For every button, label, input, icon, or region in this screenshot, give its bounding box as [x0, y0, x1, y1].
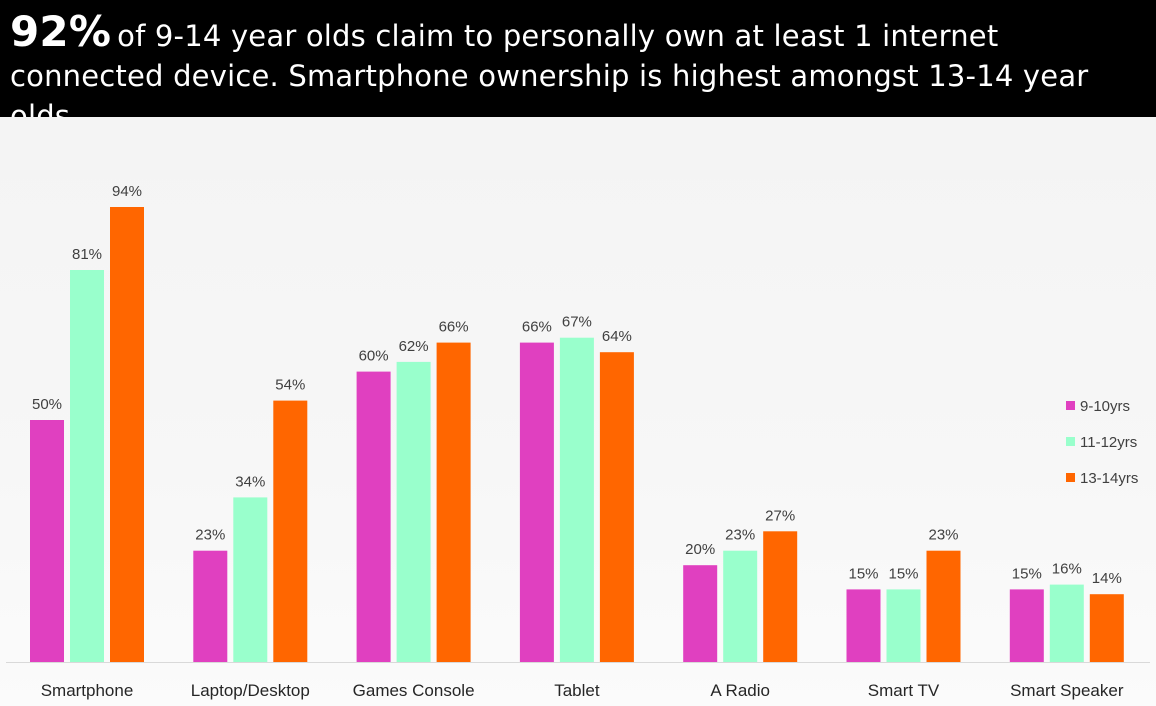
legend-label-9-10yrs: 9-10yrs	[1080, 398, 1130, 415]
value-label-games-console-13-14yrs: 66%	[439, 319, 469, 336]
value-label-a-radio-9-10yrs: 20%	[685, 541, 715, 558]
bar-smartphone-9-10yrs	[30, 420, 64, 662]
bar-smart-speaker-9-10yrs	[1009, 589, 1044, 662]
bar-tablet-13-14yrs	[599, 352, 634, 662]
headline: 92% of 9-14 year olds claim to personally…	[10, 11, 1136, 136]
value-label-smart-speaker-11-12yrs: 16%	[1052, 561, 1082, 578]
legend-swatch-13-14yrs	[1066, 473, 1075, 482]
bar-smart-speaker-13-14yrs	[1089, 594, 1124, 662]
value-label-a-radio-13-14yrs: 27%	[765, 507, 795, 524]
value-label-laptop-desktop-9-10yrs: 23%	[195, 527, 225, 544]
category-label-smart-speaker: Smart Speaker	[1010, 681, 1124, 700]
category-label-smart-tv: Smart TV	[868, 681, 940, 700]
bar-a-radio-9-10yrs	[683, 565, 718, 662]
bar-smart-tv-9-10yrs	[846, 589, 881, 662]
category-label-laptop-desktop: Laptop/Desktop	[191, 681, 310, 700]
category-label-games-console: Games Console	[353, 681, 475, 700]
chart-header: 92% of 9-14 year olds claim to personally…	[0, 0, 1156, 133]
value-label-smartphone-9-10yrs: 50%	[32, 396, 62, 413]
legend-label-11-12yrs: 11-12yrs	[1080, 434, 1137, 451]
chart-area: 50% 81% 94% Smartphone 23% 34% 54% Laptop/Deskt…	[0, 117, 1156, 706]
value-label-smartphone-11-12yrs: 81%	[72, 246, 102, 263]
bar-smart-tv-11-12yrs	[886, 589, 921, 662]
bar-laptop-desktop-9-10yrs	[193, 550, 228, 662]
bar-laptop-desktop-13-14yrs	[273, 400, 308, 662]
bar-tablet-11-12yrs	[559, 337, 594, 662]
bar-games-console-9-10yrs	[356, 371, 391, 662]
category-label-tablet: Tablet	[554, 681, 600, 700]
value-label-tablet-9-10yrs: 66%	[522, 319, 552, 336]
value-label-games-console-11-12yrs: 62%	[399, 338, 429, 355]
value-label-tablet-11-12yrs: 67%	[562, 314, 592, 331]
value-label-smartphone-13-14yrs: 94%	[112, 183, 142, 200]
legend-swatch-9-10yrs	[1066, 401, 1075, 410]
value-label-tablet-13-14yrs: 64%	[602, 328, 632, 345]
bar-tablet-9-10yrs	[519, 342, 554, 662]
bar-smartphone-11-12yrs	[70, 270, 104, 662]
bar-smart-tv-13-14yrs	[926, 550, 961, 662]
bar-smartphone-13-14yrs	[110, 207, 144, 662]
value-label-smart-speaker-9-10yrs: 15%	[1012, 565, 1042, 582]
value-label-laptop-desktop-11-12yrs: 34%	[235, 473, 265, 490]
value-label-smart-tv-9-10yrs: 15%	[848, 565, 878, 582]
bar-laptop-desktop-11-12yrs	[233, 497, 268, 662]
headline-text: of 9-14 year olds claim to personally ow…	[10, 19, 1089, 133]
value-label-laptop-desktop-13-14yrs: 54%	[275, 377, 305, 394]
legend-swatch-11-12yrs	[1066, 437, 1075, 446]
value-label-smart-tv-13-14yrs: 23%	[928, 527, 958, 544]
headline-stat: 92%	[10, 7, 112, 56]
bar-games-console-11-12yrs	[396, 361, 431, 662]
bar-chart: 50% 81% 94% Smartphone 23% 34% 54% Laptop/Deskt…	[6, 183, 1150, 700]
value-label-smart-tv-11-12yrs: 15%	[888, 565, 918, 582]
value-label-smart-speaker-13-14yrs: 14%	[1092, 570, 1122, 587]
value-label-a-radio-11-12yrs: 23%	[725, 527, 755, 544]
bar-a-radio-11-12yrs	[723, 550, 758, 662]
bar-games-console-13-14yrs	[436, 342, 471, 662]
legend-label-13-14yrs: 13-14yrs	[1080, 470, 1138, 487]
category-label-a-radio: A Radio	[710, 681, 770, 700]
bar-a-radio-13-14yrs	[763, 531, 798, 662]
bar-smart-speaker-11-12yrs	[1049, 584, 1084, 662]
category-label-smartphone: Smartphone	[41, 681, 134, 700]
value-label-games-console-9-10yrs: 60%	[359, 348, 389, 365]
